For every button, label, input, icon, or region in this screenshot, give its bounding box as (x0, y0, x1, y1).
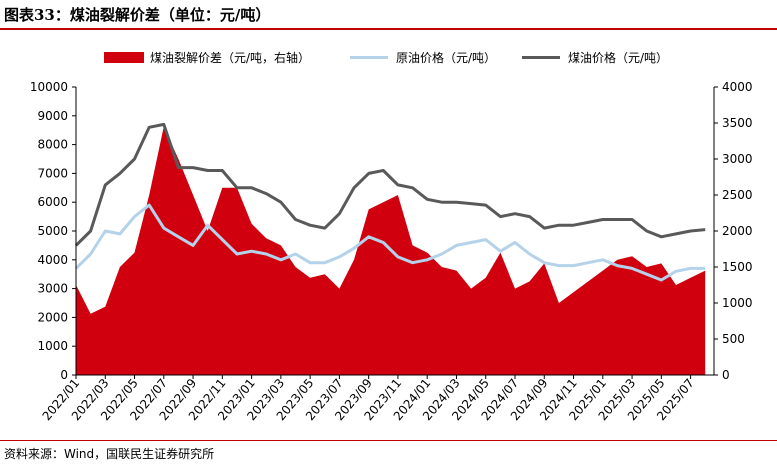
right-tick-label: 1500 (722, 260, 753, 274)
right-tick-label: 2500 (722, 188, 753, 202)
left-tick-label: 10000 (30, 80, 68, 94)
right-tick-label: 4000 (722, 80, 753, 94)
legend-label-kerosene-price: 煤油价格（元/吨） (568, 50, 668, 65)
left-tick-label: 2000 (37, 310, 68, 324)
legend: 煤油裂解价差（元/吨，右轴） 原油价格（元/吨） 煤油价格（元/吨） (104, 50, 668, 65)
left-tick-label: 0 (60, 368, 68, 382)
title-bar: 图表33：煤油裂解价差（单位：元/吨） (0, 0, 777, 30)
right-tick-label: 3000 (722, 152, 753, 166)
series-line-crude-oil-price (74, 203, 706, 282)
legend-label-kerosene-crack-spread: 煤油裂解价差（元/吨，右轴） (150, 50, 310, 65)
left-tick-label: 7000 (37, 166, 68, 180)
right-tick-label: 0 (722, 368, 730, 382)
chart-title: 图表33：煤油裂解价差（单位：元/吨） (4, 6, 271, 24)
left-tick-label: 4000 (37, 253, 68, 267)
series-line-kerosene-price (74, 122, 706, 247)
legend-label-crude-oil-price: 原油价格（元/吨） (396, 50, 496, 65)
right-tick-label: 2000 (722, 224, 753, 238)
left-tick-label: 6000 (37, 195, 68, 209)
source-bar: 资料来源：Wind，国联民生证券研究所 (0, 440, 777, 467)
left-tick-label: 3000 (37, 282, 68, 296)
left-tick-label: 5000 (37, 224, 68, 238)
left-tick-label: 9000 (37, 109, 68, 123)
chart: 煤油裂解价差（元/吨，右轴） 原油价格（元/吨） 煤油价格（元/吨） 0 1000 20… (30, 50, 753, 423)
line-layer (74, 122, 706, 282)
right-tick-label: 3500 (722, 116, 753, 130)
left-tick-label: 8000 (37, 138, 68, 152)
right-tick-label: 500 (722, 332, 745, 346)
left-tick-label: 1000 (37, 339, 68, 353)
legend-swatch-kerosene-crack-spread (104, 52, 144, 63)
right-tick-label: 1000 (722, 296, 753, 310)
source-note: 资料来源：Wind，国联民生证券研究所 (4, 447, 215, 461)
